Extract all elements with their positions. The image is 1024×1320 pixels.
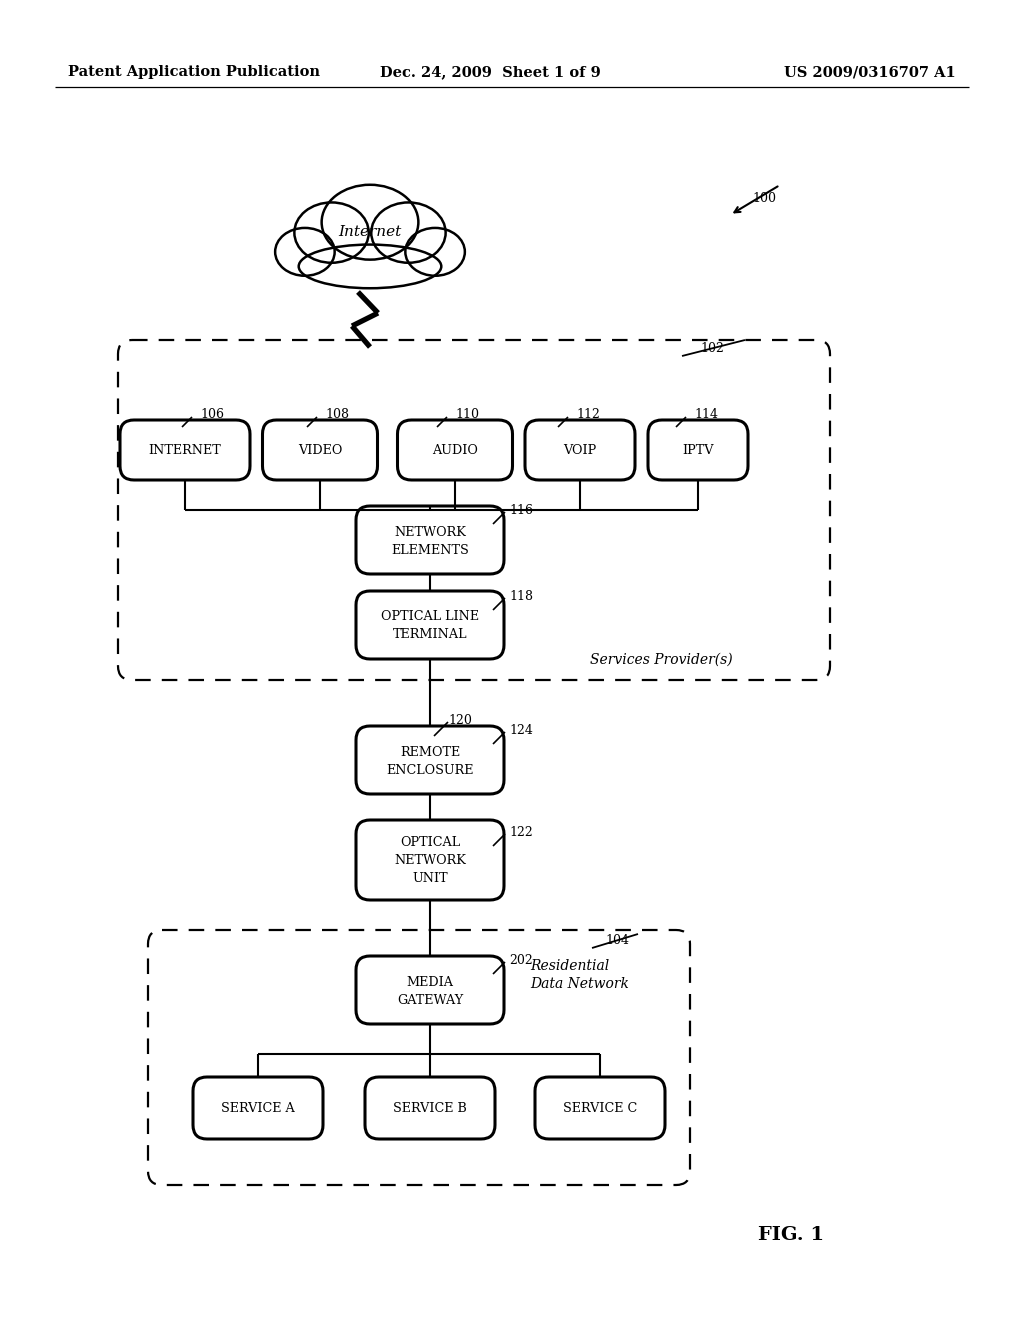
Text: AUDIO: AUDIO <box>432 444 478 457</box>
Ellipse shape <box>322 185 419 260</box>
Text: NETWORK: NETWORK <box>394 854 466 866</box>
Text: OPTICAL: OPTICAL <box>400 836 460 849</box>
Text: VOIP: VOIP <box>563 444 597 457</box>
Text: Dec. 24, 2009  Sheet 1 of 9: Dec. 24, 2009 Sheet 1 of 9 <box>380 65 600 79</box>
Text: SERVICE B: SERVICE B <box>393 1101 467 1114</box>
FancyBboxPatch shape <box>365 1077 495 1139</box>
Text: 110: 110 <box>455 408 479 421</box>
Text: GATEWAY: GATEWAY <box>397 994 463 1006</box>
Text: ENCLOSURE: ENCLOSURE <box>386 763 474 776</box>
FancyBboxPatch shape <box>648 420 748 480</box>
Text: OPTICAL LINE: OPTICAL LINE <box>381 610 479 623</box>
Text: US 2009/0316707 A1: US 2009/0316707 A1 <box>784 65 956 79</box>
Text: SERVICE C: SERVICE C <box>563 1101 637 1114</box>
Text: IPTV: IPTV <box>682 444 714 457</box>
Text: 102: 102 <box>700 342 724 355</box>
FancyBboxPatch shape <box>397 420 512 480</box>
Ellipse shape <box>275 228 335 276</box>
FancyBboxPatch shape <box>120 420 250 480</box>
Text: 120: 120 <box>449 714 472 726</box>
Text: 124: 124 <box>509 723 532 737</box>
Text: Patent Application Publication: Patent Application Publication <box>68 65 319 79</box>
Text: 118: 118 <box>509 590 534 602</box>
Ellipse shape <box>299 244 441 288</box>
Ellipse shape <box>372 202 445 263</box>
Text: 100: 100 <box>752 191 776 205</box>
Ellipse shape <box>406 228 465 276</box>
FancyBboxPatch shape <box>535 1077 665 1139</box>
Text: Residential
Data Network: Residential Data Network <box>530 960 629 991</box>
FancyBboxPatch shape <box>262 420 378 480</box>
FancyBboxPatch shape <box>356 506 504 574</box>
FancyBboxPatch shape <box>356 591 504 659</box>
Text: UNIT: UNIT <box>413 871 447 884</box>
FancyBboxPatch shape <box>356 956 504 1024</box>
FancyBboxPatch shape <box>193 1077 323 1139</box>
Text: FIG. 1: FIG. 1 <box>758 1226 824 1243</box>
Text: NETWORK: NETWORK <box>394 525 466 539</box>
Text: MEDIA: MEDIA <box>407 975 454 989</box>
Text: 112: 112 <box>575 408 600 421</box>
Text: 122: 122 <box>509 825 532 838</box>
Text: INTERNET: INTERNET <box>148 444 221 457</box>
Text: 116: 116 <box>509 503 534 516</box>
Text: 106: 106 <box>200 408 224 421</box>
FancyBboxPatch shape <box>525 420 635 480</box>
Text: TERMINAL: TERMINAL <box>393 628 467 642</box>
Text: 114: 114 <box>694 408 718 421</box>
Text: VIDEO: VIDEO <box>298 444 342 457</box>
Text: Services Provider(s): Services Provider(s) <box>590 653 732 667</box>
Text: REMOTE: REMOTE <box>400 746 460 759</box>
Text: SERVICE A: SERVICE A <box>221 1101 295 1114</box>
Text: 104: 104 <box>605 933 629 946</box>
Text: ELEMENTS: ELEMENTS <box>391 544 469 557</box>
Text: 202: 202 <box>509 953 532 966</box>
Ellipse shape <box>294 202 369 263</box>
Text: 108: 108 <box>325 408 349 421</box>
FancyBboxPatch shape <box>356 820 504 900</box>
Text: Internet: Internet <box>338 224 401 239</box>
FancyBboxPatch shape <box>356 726 504 795</box>
